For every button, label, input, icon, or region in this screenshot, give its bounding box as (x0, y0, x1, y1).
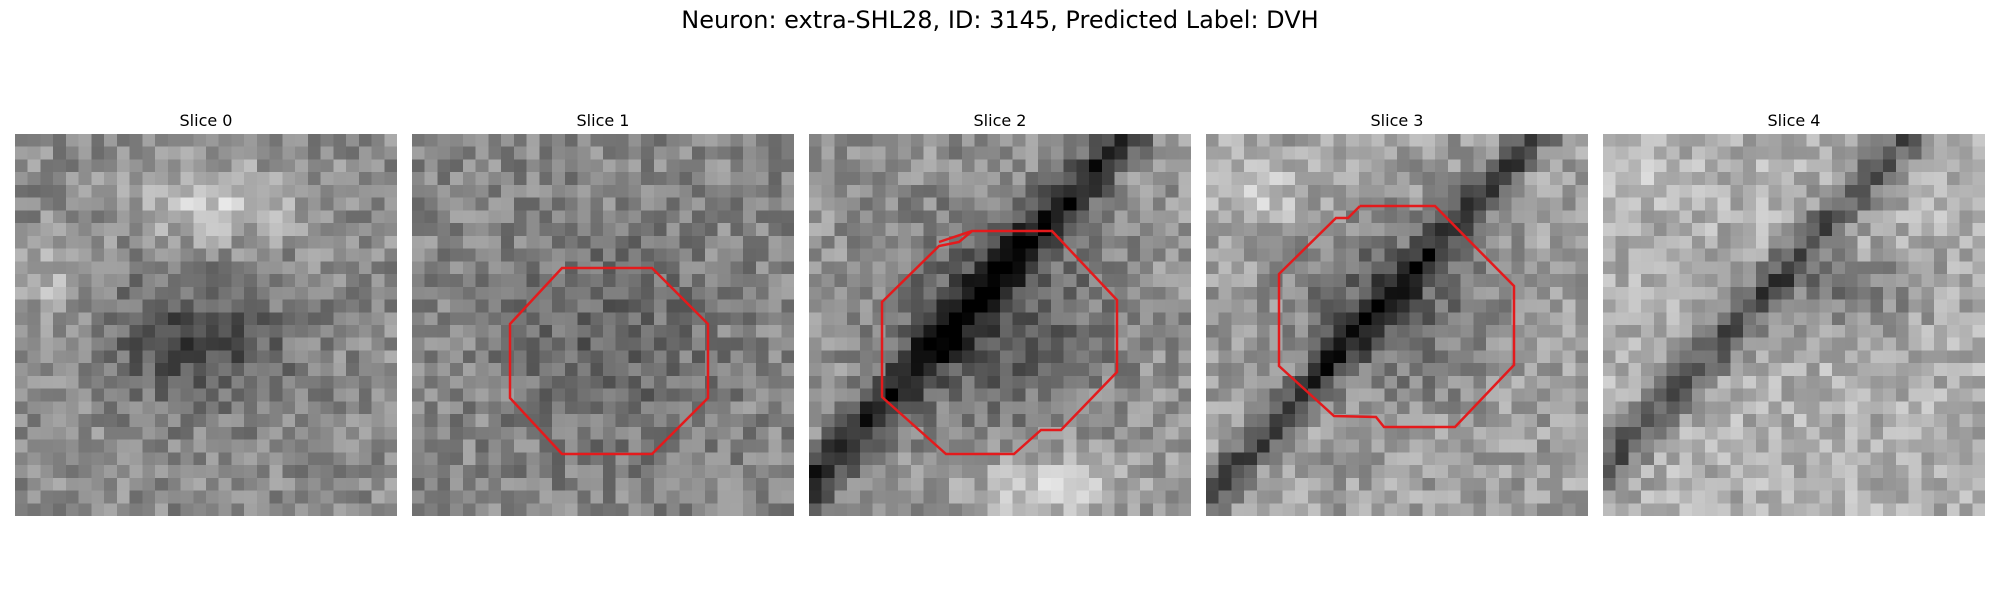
slice-2-outline (880, 229, 1119, 456)
slice-1-image (412, 134, 794, 516)
slice-3-image (1206, 134, 1588, 516)
slice-panel-0: Slice 0 (15, 110, 397, 516)
slice-panel-3: Slice 3 (1206, 110, 1588, 516)
slice-3-title: Slice 3 (1370, 111, 1424, 130)
slice-2-image (809, 134, 1191, 516)
slice-panel-1: Slice 1 (412, 110, 794, 516)
figure-title: Neuron: extra-SHL28, ID: 3145, Predicted… (681, 6, 1319, 34)
slice-0-grayscale (15, 134, 397, 516)
slice-3-outline (1277, 204, 1516, 429)
slice-4-grayscale (1603, 134, 1985, 516)
slice-4-image (1603, 134, 1985, 516)
slice-2-title: Slice 2 (973, 111, 1027, 130)
slice-4-title: Slice 4 (1767, 111, 1821, 130)
slice-panel-4: Slice 4 (1603, 110, 1985, 516)
slice-0-title: Slice 0 (179, 111, 233, 130)
slice-panel-2: Slice 2 (809, 110, 1191, 516)
slice-1-outline (508, 266, 710, 456)
slice-3-grayscale (1206, 134, 1588, 516)
slice-1-grayscale (412, 134, 794, 516)
slice-1-title: Slice 1 (576, 111, 630, 130)
slice-2-grayscale (809, 134, 1191, 516)
slice-0-image (15, 134, 397, 516)
